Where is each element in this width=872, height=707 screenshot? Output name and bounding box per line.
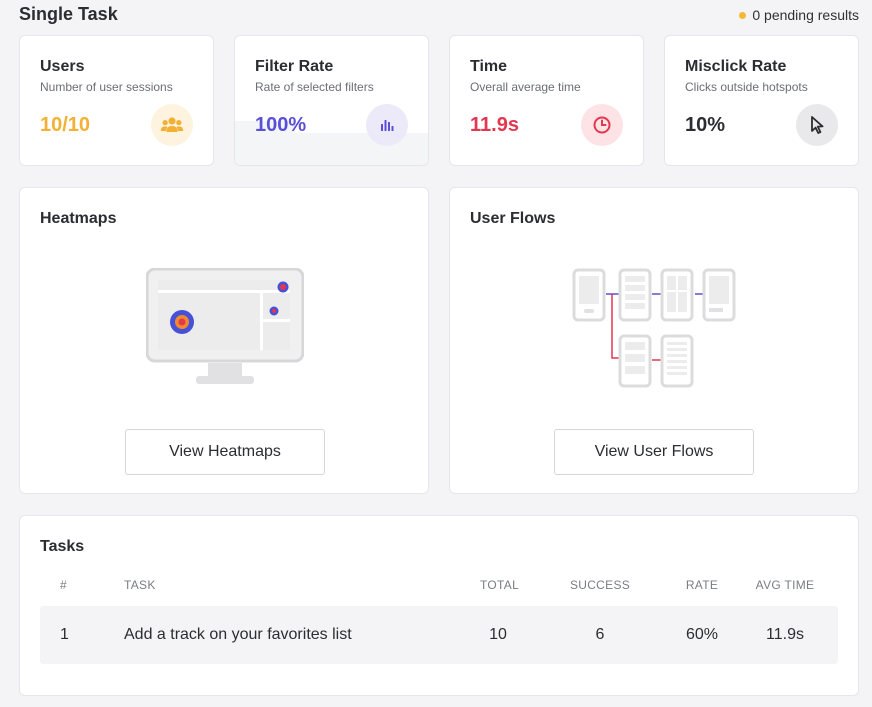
task-number: 1 xyxy=(60,626,69,643)
misclick-rate-card: Misclick Rate Clicks outside hotspots 10… xyxy=(664,35,859,166)
task-name: Add a track on your favorites list xyxy=(124,626,352,643)
users-title: Users xyxy=(40,58,85,75)
tasks-table: # TASK TOTAL SUCCESS RATE AVG TIME 1 Add… xyxy=(40,578,838,664)
misclick-rate-subtitle: Clicks outside hotspots xyxy=(685,80,808,94)
task-avg-time: 11.9s xyxy=(766,626,804,643)
header: Single Task 0 pending results xyxy=(19,4,859,26)
pending-results-label: 0 pending results xyxy=(752,7,859,23)
column-header-avg-time: AVG TIME xyxy=(755,578,815,592)
column-header-number: # xyxy=(60,578,67,592)
time-title: Time xyxy=(470,58,508,75)
view-user-flows-button[interactable]: View User Flows xyxy=(554,429,754,475)
heatmaps-panel: Heatmaps View Heatmaps xyxy=(19,187,429,494)
tasks-panel: Tasks # TASK TOTAL SUCCESS RATE AVG TIME… xyxy=(19,515,859,696)
filter-rate-subtitle: Rate of selected filters xyxy=(255,80,374,94)
table-row[interactable]: 1 Add a track on your favorites list 10 … xyxy=(40,606,838,664)
users-value: 10/10 xyxy=(40,114,91,136)
time-value: 11.9s xyxy=(470,114,519,136)
heatmaps-title: Heatmaps xyxy=(40,210,117,227)
users-subtitle: Number of user sessions xyxy=(40,80,173,94)
user-flows-illustration xyxy=(572,268,736,388)
filter-rate-card: Filter Rate Rate of selected filters 100… xyxy=(234,35,429,166)
task-total: 10 xyxy=(489,626,507,643)
view-heatmaps-button[interactable]: View Heatmaps xyxy=(125,429,325,475)
users-card: Users Number of user sessions 10/10 xyxy=(19,35,214,166)
time-subtitle: Overall average time xyxy=(470,80,581,94)
clock-icon xyxy=(581,104,623,146)
misclick-rate-value: 10% xyxy=(685,114,726,136)
users-icon xyxy=(151,104,193,146)
task-rate: 60% xyxy=(685,626,719,643)
tasks-table-header: # TASK TOTAL SUCCESS RATE AVG TIME xyxy=(40,578,838,606)
bar-chart-icon xyxy=(366,104,408,146)
user-flows-panel: User Flows xyxy=(449,187,859,494)
pending-results: 0 pending results xyxy=(739,7,859,23)
tasks-title: Tasks xyxy=(40,538,85,555)
column-header-task: TASK xyxy=(124,578,156,592)
page-title: Single Task xyxy=(19,4,118,24)
pending-dot-icon xyxy=(739,11,747,19)
heatmap-monitor-illustration xyxy=(146,268,304,384)
filter-rate-value: 100% xyxy=(255,114,307,136)
time-card: Time Overall average time 11.9s xyxy=(449,35,644,166)
column-header-total: TOTAL xyxy=(480,578,520,592)
cursor-icon xyxy=(796,104,838,146)
misclick-rate-title: Misclick Rate xyxy=(685,58,787,75)
column-header-rate: RATE xyxy=(685,578,719,592)
filter-rate-title: Filter Rate xyxy=(255,58,334,75)
column-header-success: SUCCESS xyxy=(569,578,631,592)
user-flows-title: User Flows xyxy=(470,210,556,227)
task-success: 6 xyxy=(595,626,605,643)
